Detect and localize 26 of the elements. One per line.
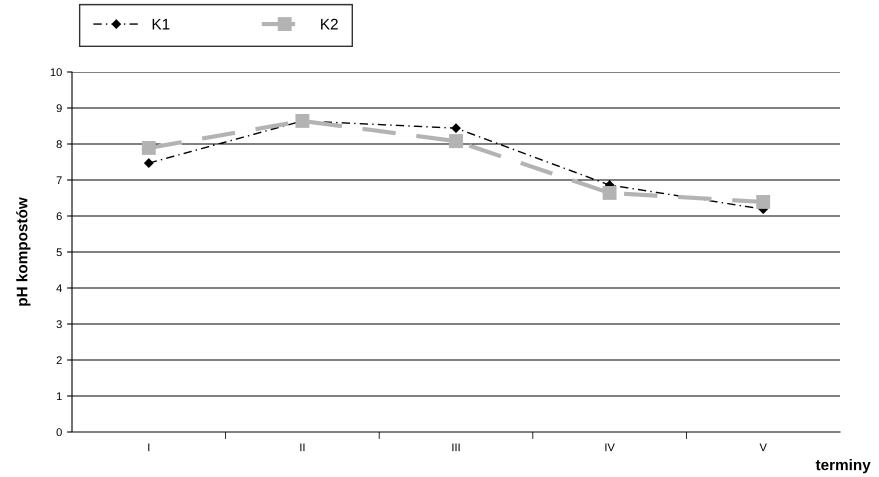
y-tick-label: 10 — [50, 68, 62, 76]
y-tick-label: 9 — [56, 104, 62, 112]
y-tick-label: 5 — [56, 248, 62, 256]
x-tick-label: I — [148, 444, 150, 452]
y-tick-label: 1 — [56, 392, 62, 400]
point — [144, 158, 154, 168]
x-tick-label: IV — [605, 444, 615, 452]
x-tick-label: III — [452, 444, 460, 452]
legend-label: K1 — [152, 18, 170, 30]
y-tick-label: 2 — [56, 356, 62, 364]
y-tick-label: 4 — [56, 284, 62, 292]
x-axis-title: terminy — [816, 459, 871, 474]
y-tick-label: 3 — [56, 320, 62, 328]
y-axis-title: pH kompostów — [16, 197, 30, 306]
point — [756, 195, 770, 209]
x-tick-label: II — [300, 444, 304, 452]
y-tick-label: 8 — [56, 140, 62, 148]
y-tick-label: 7 — [56, 176, 62, 184]
y-tick-label: 0 — [56, 428, 62, 436]
x-tick-label: V — [760, 444, 767, 452]
legend-label: K2 — [321, 18, 338, 30]
point — [602, 186, 617, 200]
y-tick-label: 6 — [56, 212, 62, 220]
point — [142, 141, 156, 155]
point — [449, 134, 463, 148]
point — [451, 124, 461, 133]
